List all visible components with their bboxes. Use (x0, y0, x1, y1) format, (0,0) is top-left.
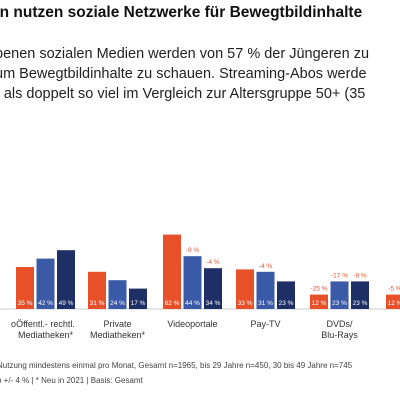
category-label: Private (103, 319, 131, 329)
bar-4-0 (236, 269, 254, 309)
bar-value-label: 23 % (279, 300, 294, 307)
bar-5-1 (330, 281, 349, 309)
bar-value-label: 23 % (353, 300, 368, 307)
bar-value-label: 49 % (59, 300, 74, 307)
change-label: -9 % (186, 247, 200, 254)
bar-value-label: 12 % (312, 300, 327, 307)
intro-line-3: r als doppelt so viel im Vergleich zur A… (0, 86, 366, 102)
footnote-basis: b +/- 4 % | * Neu in 2021 | Basis: Gesam… (0, 376, 143, 385)
intro-line-2: um Bewegtbildinhalte zu schauen. Streami… (0, 66, 367, 82)
category-label: Pay-TV (250, 319, 280, 329)
bar-value-label: 12 % (388, 300, 400, 307)
bar-2-2 (129, 288, 147, 309)
change-label: -5 % (388, 286, 400, 293)
category-label: Blu-Rays (321, 330, 358, 340)
bar-2-0 (88, 271, 106, 309)
bar-value-label: 34 % (206, 300, 221, 307)
bar-value-label: 17 % (131, 300, 146, 307)
bar-value-label: 62 % (165, 300, 180, 307)
bar-1-1 (36, 258, 55, 309)
bar-value-label: 24 % (110, 300, 125, 307)
bar-3-2 (204, 268, 222, 309)
category-label: Videoportale (167, 319, 217, 329)
bar-5-2 (351, 281, 369, 309)
category-label: Öffentl.- rechtl. (16, 319, 75, 329)
bar-1-2 (57, 250, 75, 309)
bar-value-label: 23 % (332, 300, 347, 307)
bar-5-0 (310, 294, 328, 309)
bar-1-0 (16, 267, 34, 309)
bar-value-label: 35 % (18, 300, 33, 307)
bar-3-0 (163, 234, 181, 309)
category-label: Mediatheken* (90, 330, 146, 340)
change-label: -25 % (311, 286, 328, 293)
bar-value-label: 31 % (90, 300, 105, 307)
change-label: -17 % (331, 272, 348, 279)
bar-value-label: 42 % (38, 300, 53, 307)
change-label: -9 % (353, 272, 367, 279)
bar-value-label: 44 % (185, 300, 200, 307)
category-label: Mediatheken* (18, 330, 74, 340)
bar-value-label: 31 % (258, 300, 273, 307)
page-title: en nutzen soziale Netzwerke für Bewegtbi… (0, 4, 363, 21)
bar-2-1 (108, 280, 127, 309)
category-label: DVDs/ (326, 319, 353, 329)
bar-6-0 (386, 294, 400, 309)
change-label: -4 % (259, 263, 273, 270)
bar-value-label: 33 % (238, 300, 253, 307)
bar-chart: o35 % 42 % 49 %Öffentl.- rechtl.Mediatheke… (0, 234, 400, 340)
change-label: -4 % (206, 259, 220, 266)
footnote-sample: Nutzung mindestens einmal pro Monat, Ges… (0, 361, 353, 370)
category-label: o (11, 319, 16, 329)
intro-line-1: benen sozialen Medien werden von 57 % de… (0, 46, 370, 62)
bar-4-2 (277, 281, 295, 309)
bar-3-1 (183, 256, 202, 309)
bar-4-1 (256, 271, 275, 309)
